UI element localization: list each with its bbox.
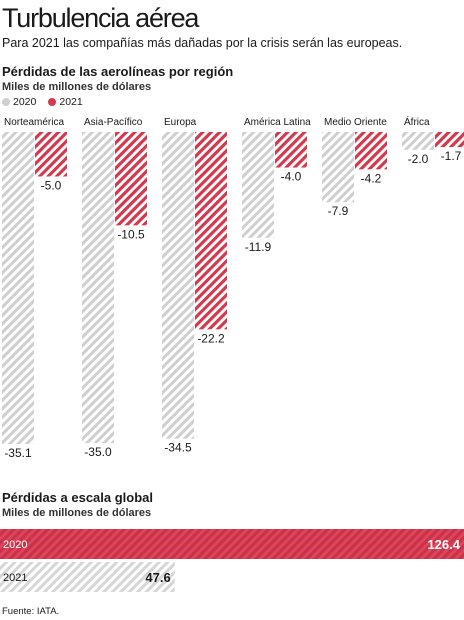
data-label-2020: -11.9 bbox=[245, 240, 272, 254]
global-chart-title: Pérdidas a escala global bbox=[2, 490, 154, 505]
global-bar-2021 bbox=[0, 562, 175, 592]
legend-label-2021: 2021 bbox=[59, 96, 83, 108]
bar-2020 bbox=[162, 132, 194, 439]
regional-chart-unit: Miles de millones de dólares bbox=[2, 81, 152, 93]
data-label-2021: -5.0 bbox=[41, 178, 62, 192]
global-chart-unit: Miles de millones de dólares bbox=[2, 507, 152, 519]
data-label-2020: -35.0 bbox=[84, 445, 112, 459]
category-label: América Latina bbox=[244, 117, 311, 128]
global-bar-2020 bbox=[0, 529, 464, 559]
legend: 2020 2021 bbox=[2, 96, 83, 108]
legend-item-2020: 2020 bbox=[2, 96, 36, 108]
regional-bar-chart: Norteamérica -35.1 -5.0 Asia-Pacífico -35.0 -… bbox=[2, 115, 464, 460]
legend-swatch-2020 bbox=[2, 98, 10, 106]
legend-item-2021: 2021 bbox=[48, 96, 83, 108]
bar-2020 bbox=[322, 132, 354, 203]
bar-2020 bbox=[402, 132, 434, 150]
category-label: Medio Oriente bbox=[324, 117, 387, 128]
global-value-label: 126.4 bbox=[427, 537, 460, 552]
data-label-2021: -4.2 bbox=[361, 171, 382, 185]
bar-2021 bbox=[35, 132, 67, 177]
bar-2020 bbox=[2, 132, 34, 444]
page-subtitle: Para 2021 las compañías más dañadas por … bbox=[2, 36, 403, 50]
global-category-label: 2021 bbox=[3, 572, 27, 584]
bar-2021 bbox=[115, 132, 147, 226]
bar-2021 bbox=[355, 132, 387, 170]
data-label-2021: -22.2 bbox=[197, 331, 225, 345]
global-bar-chart: 2020 126.4 2021 47.6 bbox=[0, 529, 464, 592]
page-title: Turbulencia aérea bbox=[2, 3, 199, 33]
regional-chart-title: Pérdidas de las aerolíneas por región bbox=[2, 64, 234, 79]
data-label-2020: -2.0 bbox=[408, 152, 429, 166]
global-category-label: 2020 bbox=[3, 539, 27, 551]
data-label-2021: -1.7 bbox=[441, 149, 462, 163]
bar-2021 bbox=[435, 132, 464, 148]
data-label-2021: -4.0 bbox=[281, 170, 302, 184]
category-label: Europa bbox=[164, 117, 197, 128]
category-label: África bbox=[404, 115, 430, 128]
category-label: Norteamérica bbox=[4, 117, 64, 128]
data-label-2020: -34.5 bbox=[164, 441, 192, 455]
source-note: Fuente: IATA. bbox=[2, 606, 60, 617]
bar-2020 bbox=[82, 132, 114, 444]
category-label: Asia-Pacífico bbox=[84, 117, 143, 128]
data-label-2020: -35.1 bbox=[4, 446, 32, 460]
legend-label-2020: 2020 bbox=[13, 96, 37, 108]
data-label-2021: -10.5 bbox=[117, 227, 145, 241]
bar-2020 bbox=[242, 132, 274, 238]
data-label-2020: -7.9 bbox=[328, 204, 349, 218]
legend-swatch-2021 bbox=[48, 98, 57, 106]
bar-2021 bbox=[195, 132, 227, 330]
global-value-label: 47.6 bbox=[145, 570, 170, 585]
bar-2021 bbox=[275, 132, 307, 168]
